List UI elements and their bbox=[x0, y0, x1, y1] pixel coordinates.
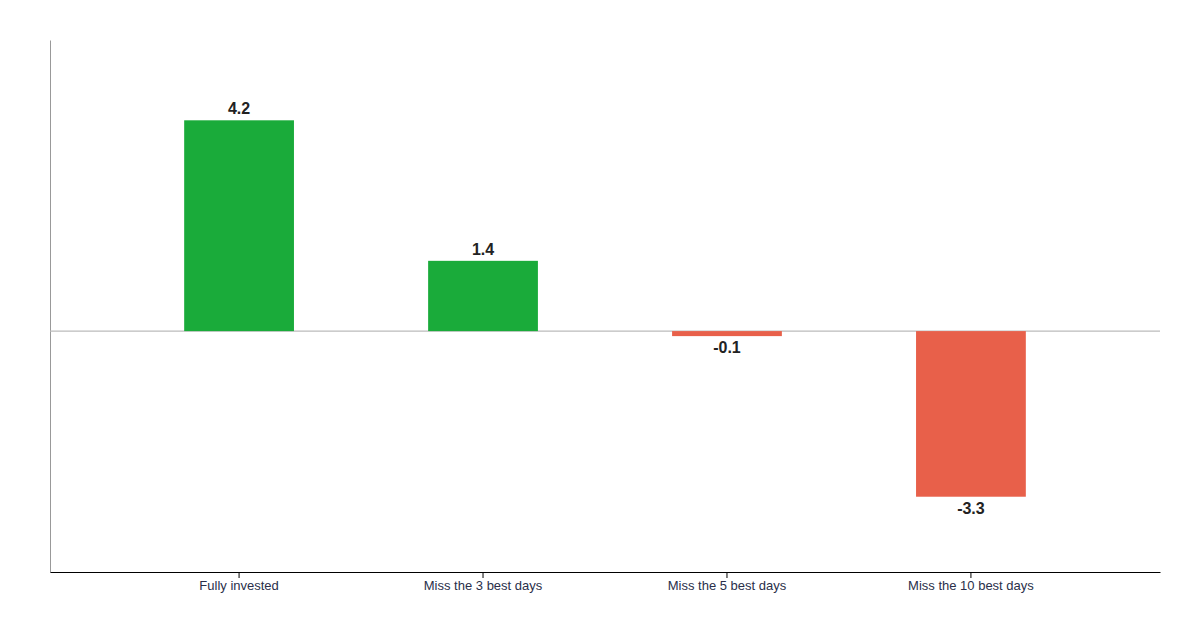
y-axis-line bbox=[50, 41, 51, 573]
x-axis-line bbox=[51, 572, 1161, 573]
data-label: 4.2 bbox=[228, 100, 250, 117]
bar bbox=[672, 331, 782, 336]
bar bbox=[428, 261, 538, 331]
bars bbox=[184, 120, 1026, 496]
x-tick-mark bbox=[483, 572, 484, 578]
x-tick-mark bbox=[726, 572, 727, 578]
x-tick-label: Fully invested bbox=[199, 578, 278, 593]
data-label: -0.1 bbox=[713, 339, 741, 356]
x-tick-label: Miss the 10 best days bbox=[908, 578, 1034, 593]
x-tick-mark bbox=[970, 572, 971, 578]
x-tick: Miss the 5 best days bbox=[668, 572, 787, 593]
y-axis bbox=[50, 41, 51, 573]
x-axis: Fully invested Miss the 3 best days Miss t… bbox=[51, 572, 1161, 593]
x-tick: Miss the 10 best days bbox=[908, 572, 1034, 593]
chart: 4.2 1.4 -0.1 -3.3 Fully invested Miss the 3 b… bbox=[0, 0, 1200, 628]
bar bbox=[916, 331, 1026, 497]
x-tick-label: Miss the 3 best days bbox=[424, 578, 543, 593]
data-label: 1.4 bbox=[472, 241, 494, 258]
x-tick: Miss the 3 best days bbox=[424, 572, 543, 593]
plot: 4.2 1.4 -0.1 -3.3 Fully invested Miss the 3 b… bbox=[50, 41, 1161, 594]
data-labels: 4.2 1.4 -0.1 -3.3 bbox=[228, 100, 985, 517]
x-tick-mark bbox=[239, 572, 240, 578]
data-label: -3.3 bbox=[957, 500, 985, 517]
bar bbox=[184, 120, 294, 331]
x-tick-label: Miss the 5 best days bbox=[668, 578, 787, 593]
x-tick: Fully invested bbox=[199, 572, 278, 593]
